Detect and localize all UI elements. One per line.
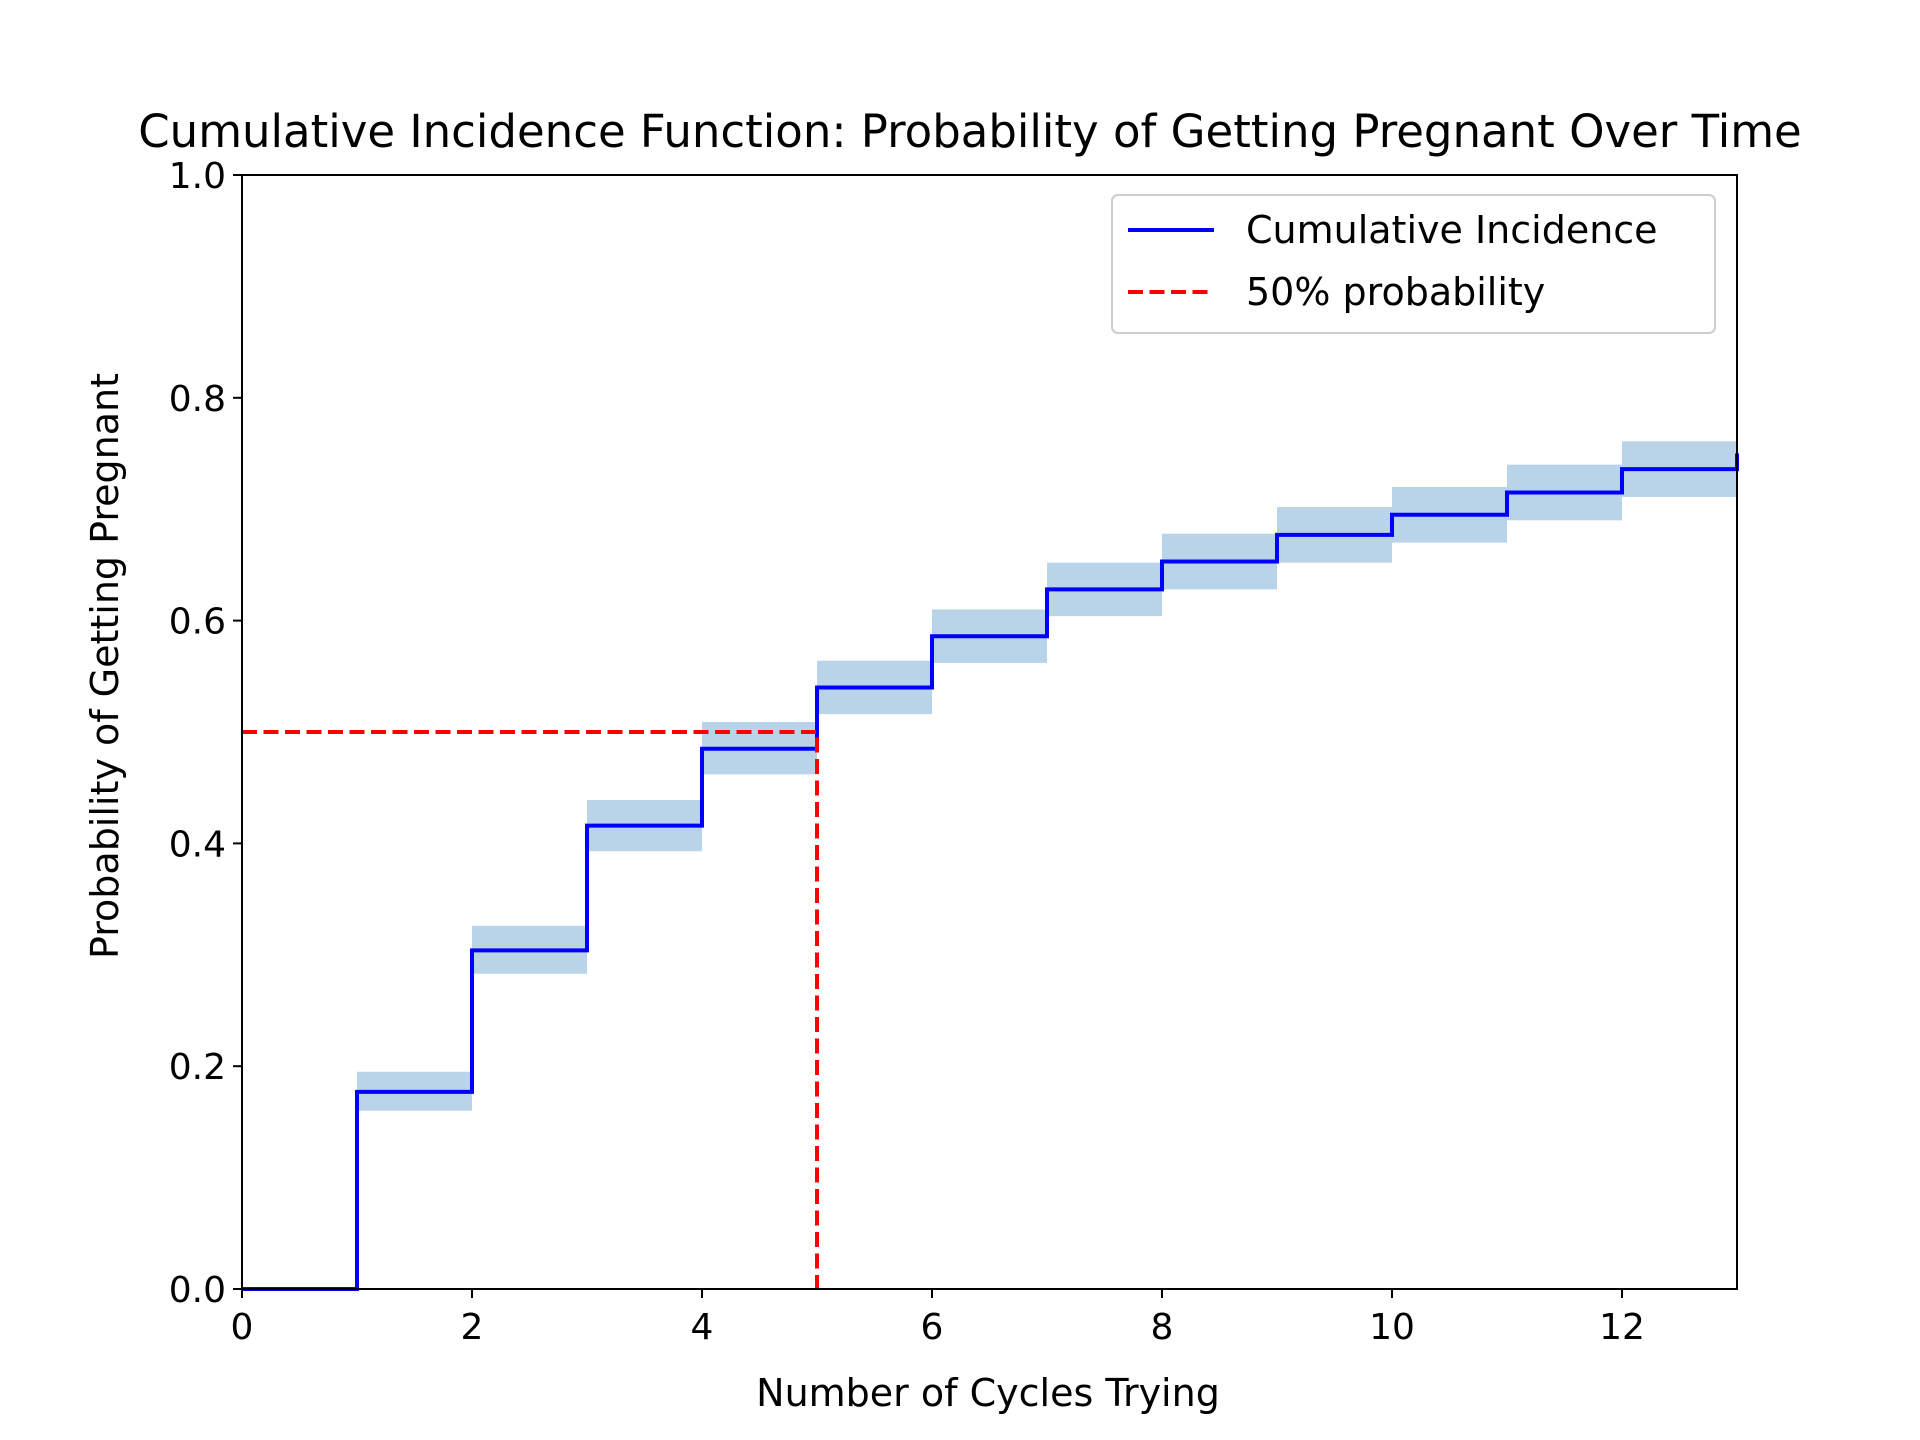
x-tick-label: 10 [1369,1307,1415,1348]
y-tick-label: 0.6 [169,602,226,643]
y-tick-label: 0.4 [169,824,226,865]
x-axis-label: Number of Cycles Trying [756,1371,1220,1415]
cumulative-incidence-line [242,453,1739,1291]
confidence-band-layer [357,441,1737,1111]
x-tick-label: 8 [1151,1307,1174,1348]
axes-layer: 0 2 4 6 8 10 12 0.0 0.2 0.4 0.6 0.8 1.0 [169,156,1738,1348]
x-tick-label: 0 [231,1307,254,1348]
x-tick-label: 2 [461,1307,484,1348]
legend-label-fifty-percent: 50% probability [1246,270,1545,314]
y-tick-label: 0.8 [169,379,226,420]
legend-label-cumulative-incidence: Cumulative Incidence [1246,208,1658,252]
y-tick-label: 0.2 [169,1047,226,1088]
series-layer [242,453,1739,1291]
plot-frame [241,174,1738,1290]
x-tick-label: 6 [921,1307,944,1348]
y-tick-label: 0.0 [169,1270,226,1311]
chart-title: Cumulative Incidence Function: Probabili… [138,105,1801,158]
y-axis-label: Probability of Getting Pregnant [83,373,127,959]
legend-box [1111,194,1716,334]
legend: Cumulative Incidence 50% probability [1111,194,1716,334]
y-tick-label: 1.0 [169,156,226,197]
fifty-percent-reference-line [242,730,819,1289]
x-tick-label: 4 [691,1307,714,1348]
x-tick-label: 12 [1599,1307,1645,1348]
